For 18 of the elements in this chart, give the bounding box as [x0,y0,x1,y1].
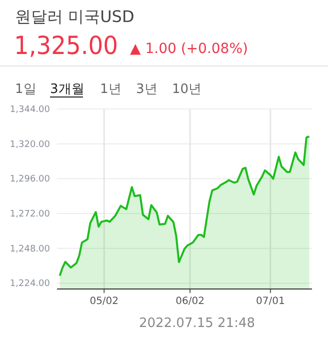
y-tick-label: 1,320.00 [10,140,50,150]
y-tick-label: 1,272.00 [10,210,50,220]
x-tick-label: 07/01 [256,296,285,307]
text: 10년 [172,82,202,97]
y-tick-label: 1,224.00 [10,279,50,290]
text: 3개월 [50,82,84,97]
y-tick-label: 1,296.00 [10,174,50,185]
text: 1일 [15,82,36,97]
text: ▲ 1.00 (+0.08%) [130,41,248,57]
y-tick-label: 1,344.00 [10,105,50,115]
chart-subtitle: 1,325.00 [14,31,126,60]
text: 1년 [100,82,122,97]
chart-title: 원달러 미국USD [15,7,134,26]
text: 3년 [136,82,158,97]
x-tick-label: 06/02 [176,296,204,307]
y-tick-label: 1,248.00 [10,244,50,254]
text: 2022.07.15 21:48 [138,316,255,331]
x-tick-label: 05/02 [90,296,119,307]
